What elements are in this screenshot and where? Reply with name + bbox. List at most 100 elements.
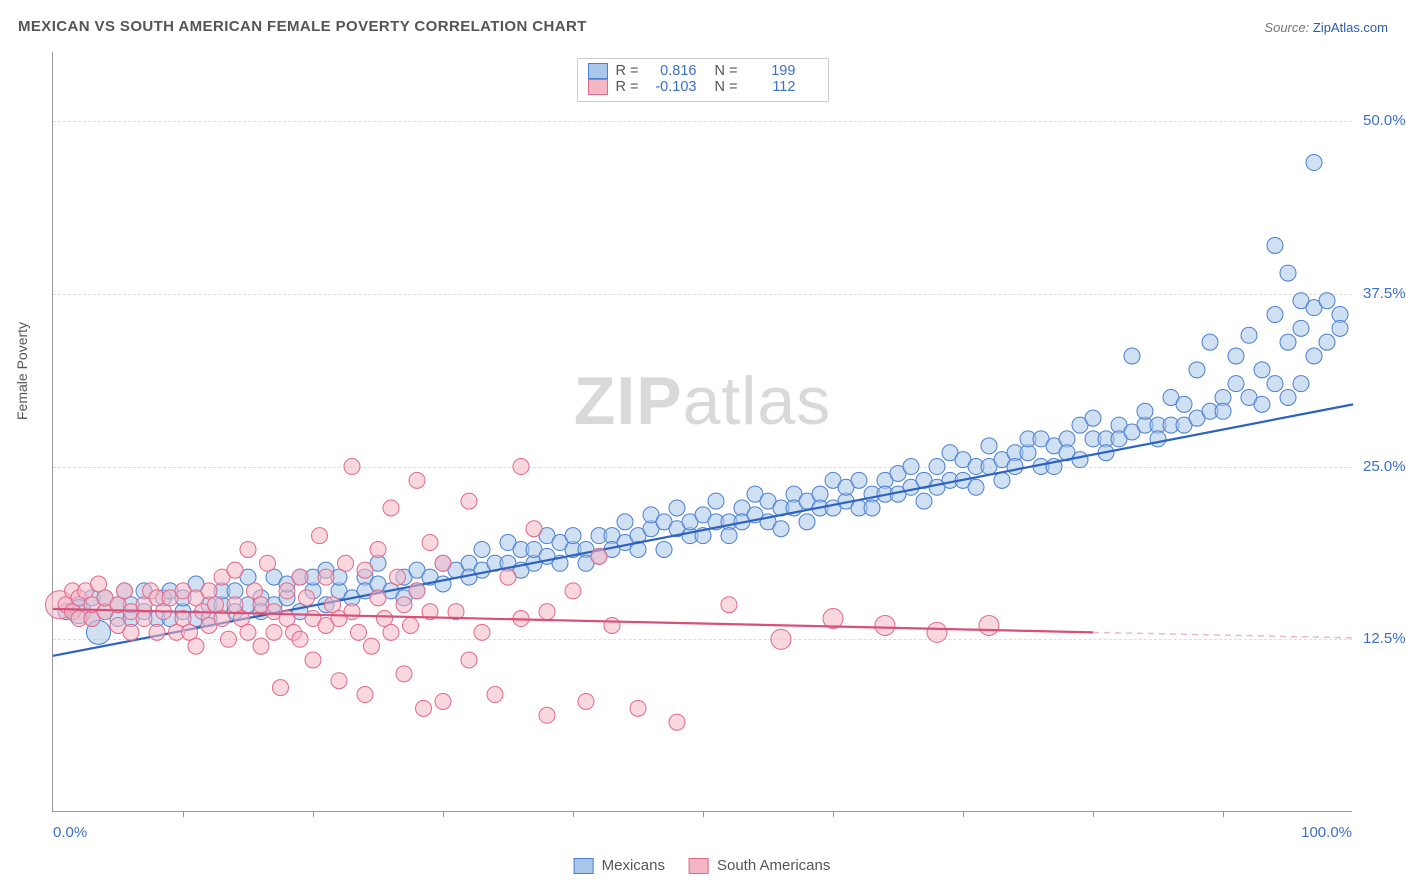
chart-title: MEXICAN VS SOUTH AMERICAN FEMALE POVERTY…	[18, 18, 587, 35]
x-tick-label: 0.0%	[53, 824, 87, 841]
legend-n-label: N =	[714, 79, 737, 95]
data-point	[864, 500, 880, 516]
legend-r-label: R =	[616, 63, 639, 79]
data-point	[344, 604, 360, 620]
y-tick-label: 25.0%	[1363, 458, 1406, 475]
data-point	[409, 583, 425, 599]
data-point	[273, 680, 289, 696]
data-point	[331, 673, 347, 689]
data-point	[799, 514, 815, 530]
data-point	[292, 569, 308, 585]
x-tick-label: 100.0%	[1301, 824, 1352, 841]
data-point	[338, 555, 354, 571]
data-point	[1150, 431, 1166, 447]
y-tick-label: 50.0%	[1363, 112, 1406, 129]
data-point	[1280, 265, 1296, 281]
data-point	[279, 583, 295, 599]
data-point	[875, 615, 895, 635]
data-point	[1306, 348, 1322, 364]
data-point	[240, 624, 256, 640]
data-point	[1085, 410, 1101, 426]
chart-area: ZIPatlas R =0.816N =199R =-0.103N =112 1…	[52, 52, 1352, 842]
data-point	[409, 472, 425, 488]
data-point	[357, 562, 373, 578]
data-point	[1319, 334, 1335, 350]
y-tick-label: 37.5%	[1363, 285, 1406, 302]
y-axis-label: Female Poverty	[14, 322, 30, 420]
data-point	[1319, 293, 1335, 309]
data-point	[1267, 307, 1283, 323]
legend-item: South Americans	[689, 857, 830, 874]
data-point	[1267, 376, 1283, 392]
legend-r-value: -0.103	[646, 79, 696, 95]
data-point	[266, 624, 282, 640]
data-point	[617, 514, 633, 530]
legend-label: South Americans	[717, 857, 830, 874]
data-point	[1306, 155, 1322, 171]
plot-svg	[53, 52, 1353, 812]
data-point	[771, 629, 791, 649]
data-point	[916, 493, 932, 509]
data-point	[1137, 403, 1153, 419]
data-point	[1280, 389, 1296, 405]
data-point	[513, 459, 529, 475]
data-point	[188, 638, 204, 654]
source-link[interactable]: ZipAtlas.com	[1313, 20, 1388, 35]
data-point	[1293, 376, 1309, 392]
data-point	[1254, 396, 1270, 412]
data-point	[1176, 396, 1192, 412]
data-point	[708, 493, 724, 509]
trend-line-dashed	[1093, 632, 1353, 638]
data-point	[227, 562, 243, 578]
data-point	[403, 617, 419, 633]
data-point	[435, 555, 451, 571]
data-point	[312, 528, 328, 544]
data-point	[474, 624, 490, 640]
data-point	[669, 500, 685, 516]
series-legend: Mexicans South Americans	[574, 857, 831, 874]
legend-swatch	[689, 858, 709, 874]
data-point	[968, 479, 984, 495]
data-point	[578, 693, 594, 709]
data-point	[630, 700, 646, 716]
legend-item: Mexicans	[574, 857, 665, 874]
data-point	[604, 617, 620, 633]
data-point	[773, 521, 789, 537]
data-point	[1241, 327, 1257, 343]
data-point	[117, 583, 133, 599]
data-point	[370, 590, 386, 606]
data-point	[526, 521, 542, 537]
correlation-legend: R =0.816N =199R =-0.103N =112	[577, 58, 829, 102]
data-point	[1228, 376, 1244, 392]
legend-label: Mexicans	[602, 857, 665, 874]
legend-swatch	[588, 79, 608, 95]
data-point	[461, 493, 477, 509]
data-point	[305, 652, 321, 668]
data-point	[927, 622, 947, 642]
data-point	[1072, 452, 1088, 468]
data-point	[669, 714, 685, 730]
y-tick-label: 12.5%	[1363, 630, 1406, 647]
data-point	[1124, 348, 1140, 364]
data-point	[1228, 348, 1244, 364]
data-point	[539, 707, 555, 723]
data-point	[1202, 334, 1218, 350]
data-point	[370, 541, 386, 557]
data-point	[136, 611, 152, 627]
data-point	[221, 631, 237, 647]
data-point	[487, 687, 503, 703]
data-point	[981, 438, 997, 454]
legend-row: R =-0.103N =112	[588, 79, 818, 95]
data-point	[149, 624, 165, 640]
data-point	[591, 548, 607, 564]
data-point	[435, 693, 451, 709]
data-point	[461, 652, 477, 668]
header: MEXICAN VS SOUTH AMERICAN FEMALE POVERTY…	[18, 18, 1388, 48]
data-point	[123, 624, 139, 640]
data-point	[979, 615, 999, 635]
data-point	[344, 459, 360, 475]
source-label: Source:	[1264, 20, 1309, 35]
data-point	[299, 590, 315, 606]
legend-n-value: 199	[745, 63, 795, 79]
data-point	[318, 569, 334, 585]
